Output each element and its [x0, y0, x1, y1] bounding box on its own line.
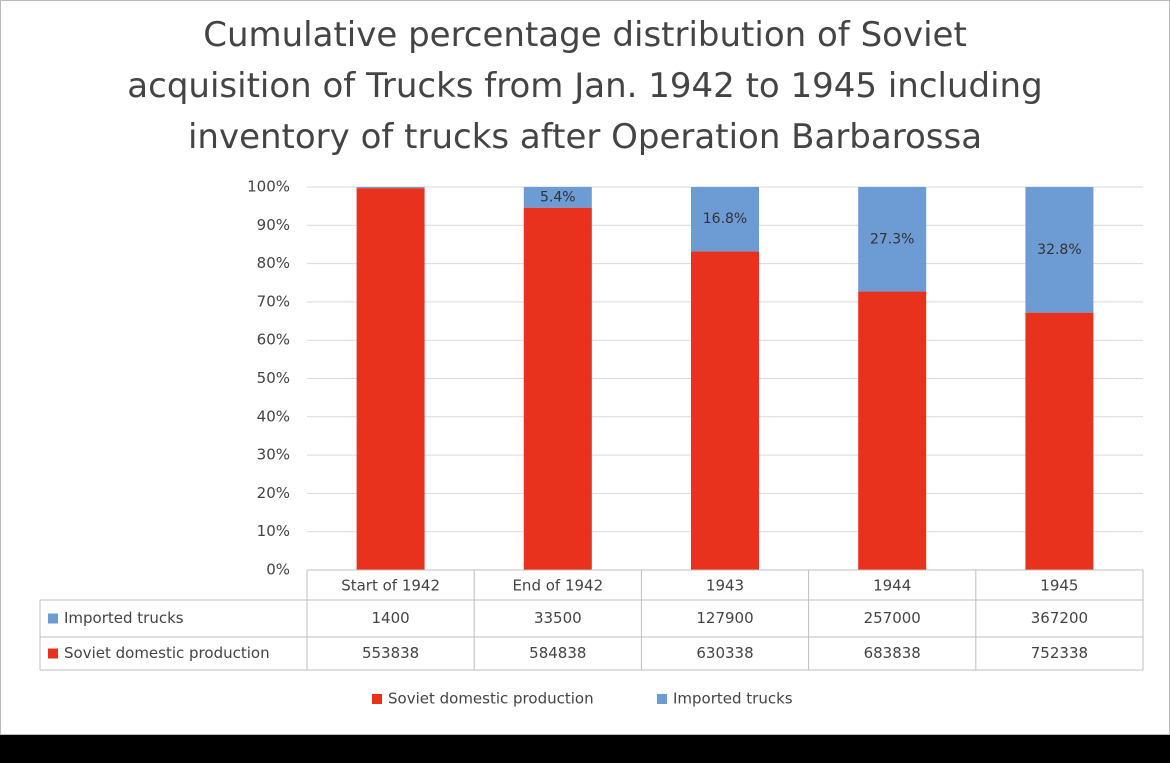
chart-title: Cumulative percentage distribution of So… [127, 15, 1043, 157]
bar-segment [356, 187, 425, 189]
table-cell: 752338 [1031, 644, 1088, 662]
legend-key [657, 694, 667, 704]
bar-segment [858, 291, 927, 570]
table-cell: 367200 [1031, 609, 1088, 627]
data-label: 32.8% [1037, 242, 1081, 258]
bar-segment [691, 187, 759, 252]
bar-segment [523, 207, 592, 570]
table-row-label: Imported trucks [64, 609, 184, 627]
bar-segment [356, 188, 425, 571]
y-tick-label: 70% [257, 292, 290, 310]
table-legend-key [48, 648, 58, 659]
y-tick-label: 80% [257, 254, 290, 272]
y-tick-label: 60% [257, 331, 290, 349]
x-tick-label: 1945 [1040, 577, 1078, 595]
data-label: 27.3% [870, 231, 914, 247]
y-tick-label: 30% [257, 446, 290, 464]
bar-segment [1025, 187, 1094, 313]
x-tick-label: 1943 [706, 577, 744, 595]
data-label: 16.8% [703, 211, 747, 227]
legend-label: Imported trucks [673, 690, 793, 708]
data-label: 5.4% [540, 189, 576, 205]
x-tick-label: End of 1942 [512, 577, 603, 595]
y-tick-label: 0% [266, 561, 290, 579]
bar-segment [1025, 312, 1094, 570]
table-cell: 553838 [362, 644, 419, 662]
table-cell: 630338 [696, 644, 753, 662]
x-tick-label: Start of 1942 [341, 577, 440, 595]
table-cell: 127900 [696, 609, 753, 627]
y-tick-label: 40% [257, 407, 290, 425]
table-row-label: Soviet domestic production [64, 644, 270, 662]
bar-segment [691, 251, 759, 570]
table-cell: 584838 [529, 644, 586, 662]
legend-key [372, 694, 382, 704]
table-legend-key [48, 613, 58, 624]
y-tick-label: 20% [257, 484, 290, 502]
legend-label: Soviet domestic production [388, 690, 594, 708]
bar-segment [858, 187, 927, 292]
table-cell: 33500 [534, 609, 582, 627]
x-tick-label: 1944 [873, 577, 911, 595]
y-tick-label: 90% [257, 216, 290, 234]
bar-segment [523, 187, 592, 208]
table-cell: 683838 [864, 644, 921, 662]
y-tick-label: 10% [257, 522, 290, 540]
table-cell: 1400 [372, 609, 410, 627]
y-tick-label: 50% [257, 369, 290, 387]
chart: 0% 10% 20% 30% 40% 50% 60% 70% 80% 90% 100% 5.4% 16.… [39, 178, 1144, 708]
table-cell: 257000 [864, 609, 921, 627]
y-tick-label: 100% [247, 178, 290, 196]
